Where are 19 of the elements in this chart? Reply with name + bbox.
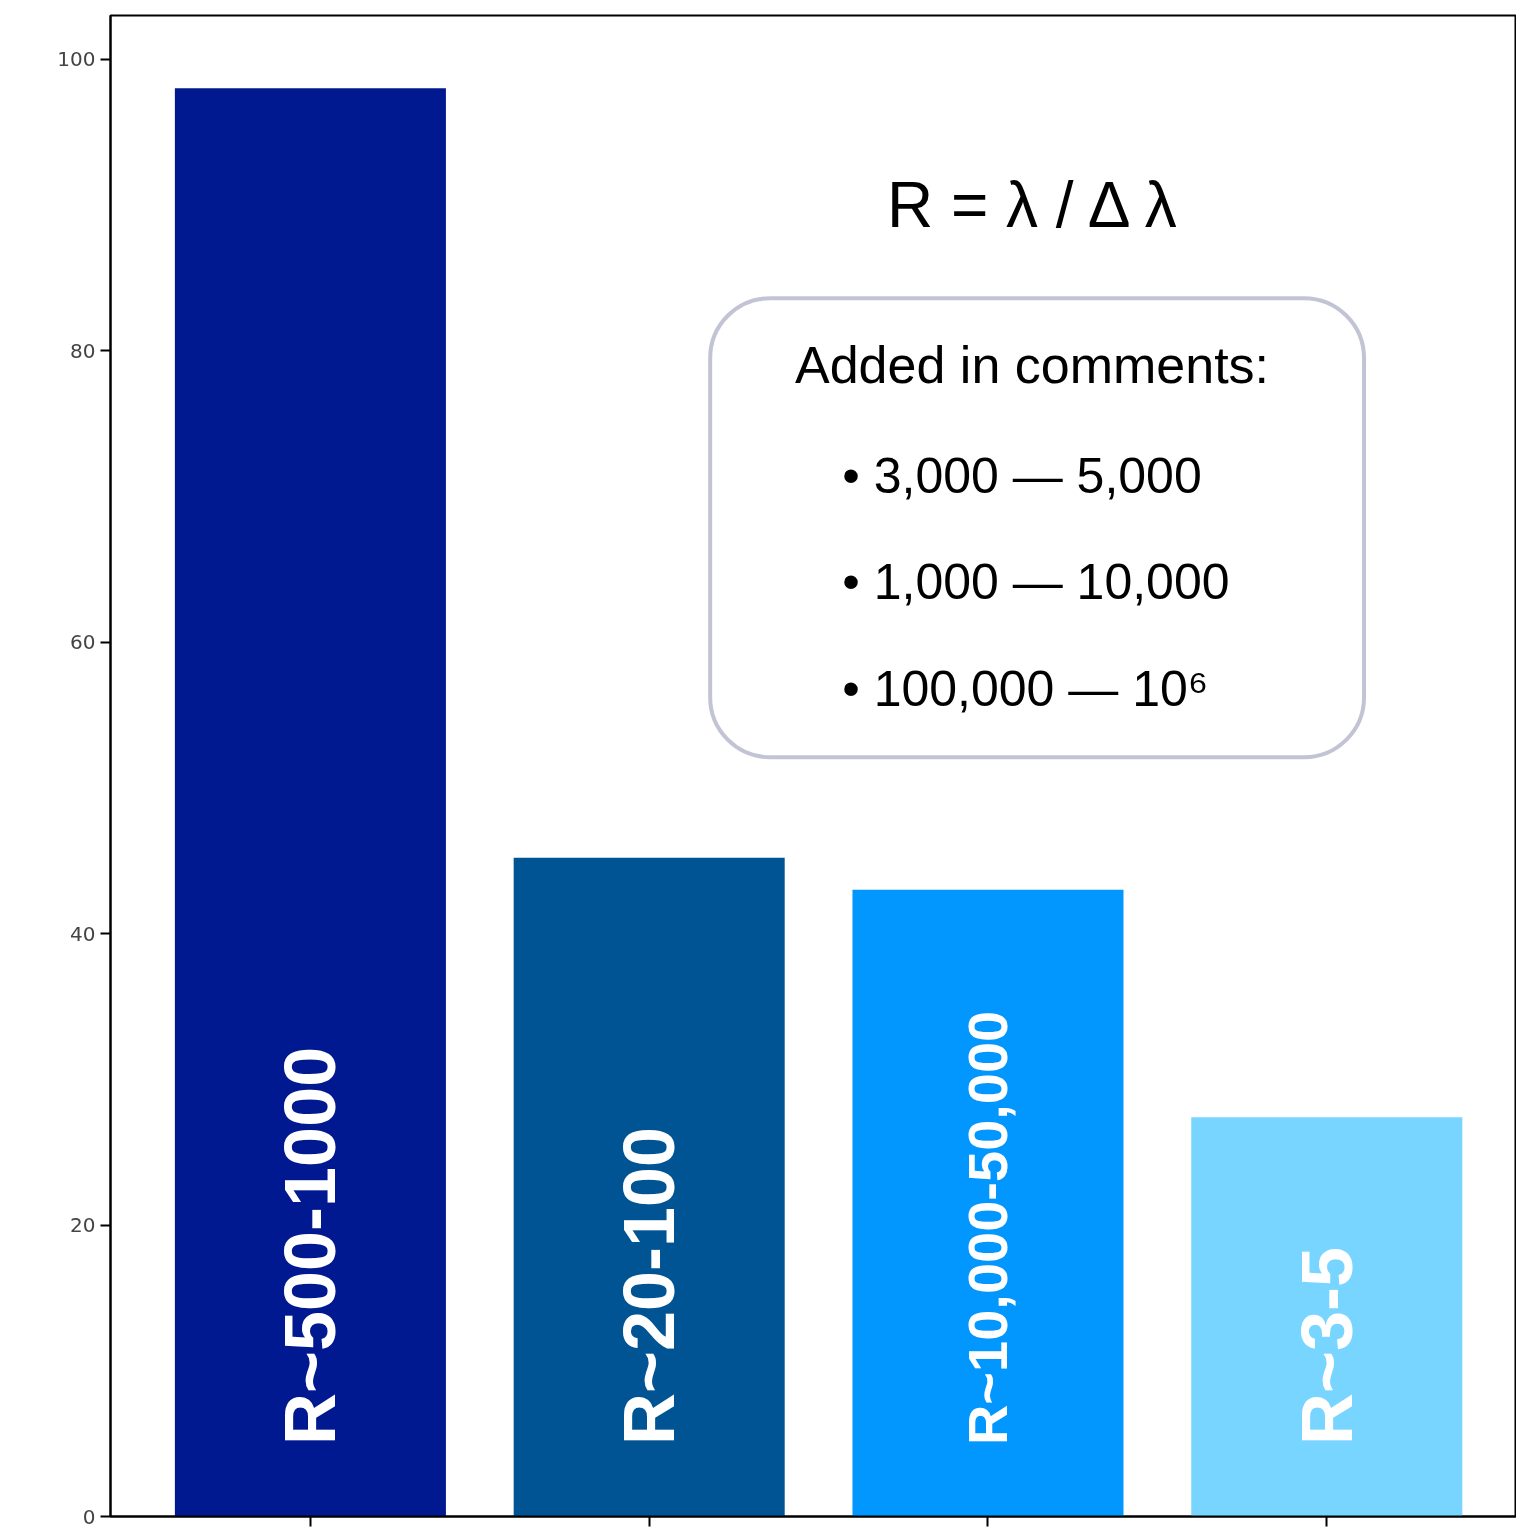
y-tick-label: 0 <box>82 1504 96 1529</box>
y-tick-label: 40 <box>70 921 96 946</box>
x-tick-label: R~20-100 <box>609 1126 690 1446</box>
x-tick-label: R~10,000-50,000 <box>956 1010 1020 1446</box>
bar <box>1191 1117 1463 1517</box>
bar <box>174 88 446 1517</box>
y-tick-label: 80 <box>70 338 96 363</box>
x-tick-label: R~500-1000 <box>270 1046 351 1446</box>
y-tick-label: 60 <box>70 630 96 655</box>
annotation: R = λ / Δ λ <box>886 168 1177 241</box>
y-tick-label: 100 <box>57 47 96 72</box>
bar <box>852 889 1124 1517</box>
bar <box>513 857 785 1517</box>
annotation: • 100,000 — 10⁶ <box>842 660 1209 717</box>
annotation: Added in comments: <box>795 336 1270 395</box>
annotation: • 3,000 — 5,000 <box>842 448 1202 504</box>
x-tick-label: R~3-5 <box>1286 1246 1367 1446</box>
y-tick-label: 20 <box>70 1213 96 1238</box>
annotation: • 1,000 — 10,000 <box>842 554 1230 611</box>
